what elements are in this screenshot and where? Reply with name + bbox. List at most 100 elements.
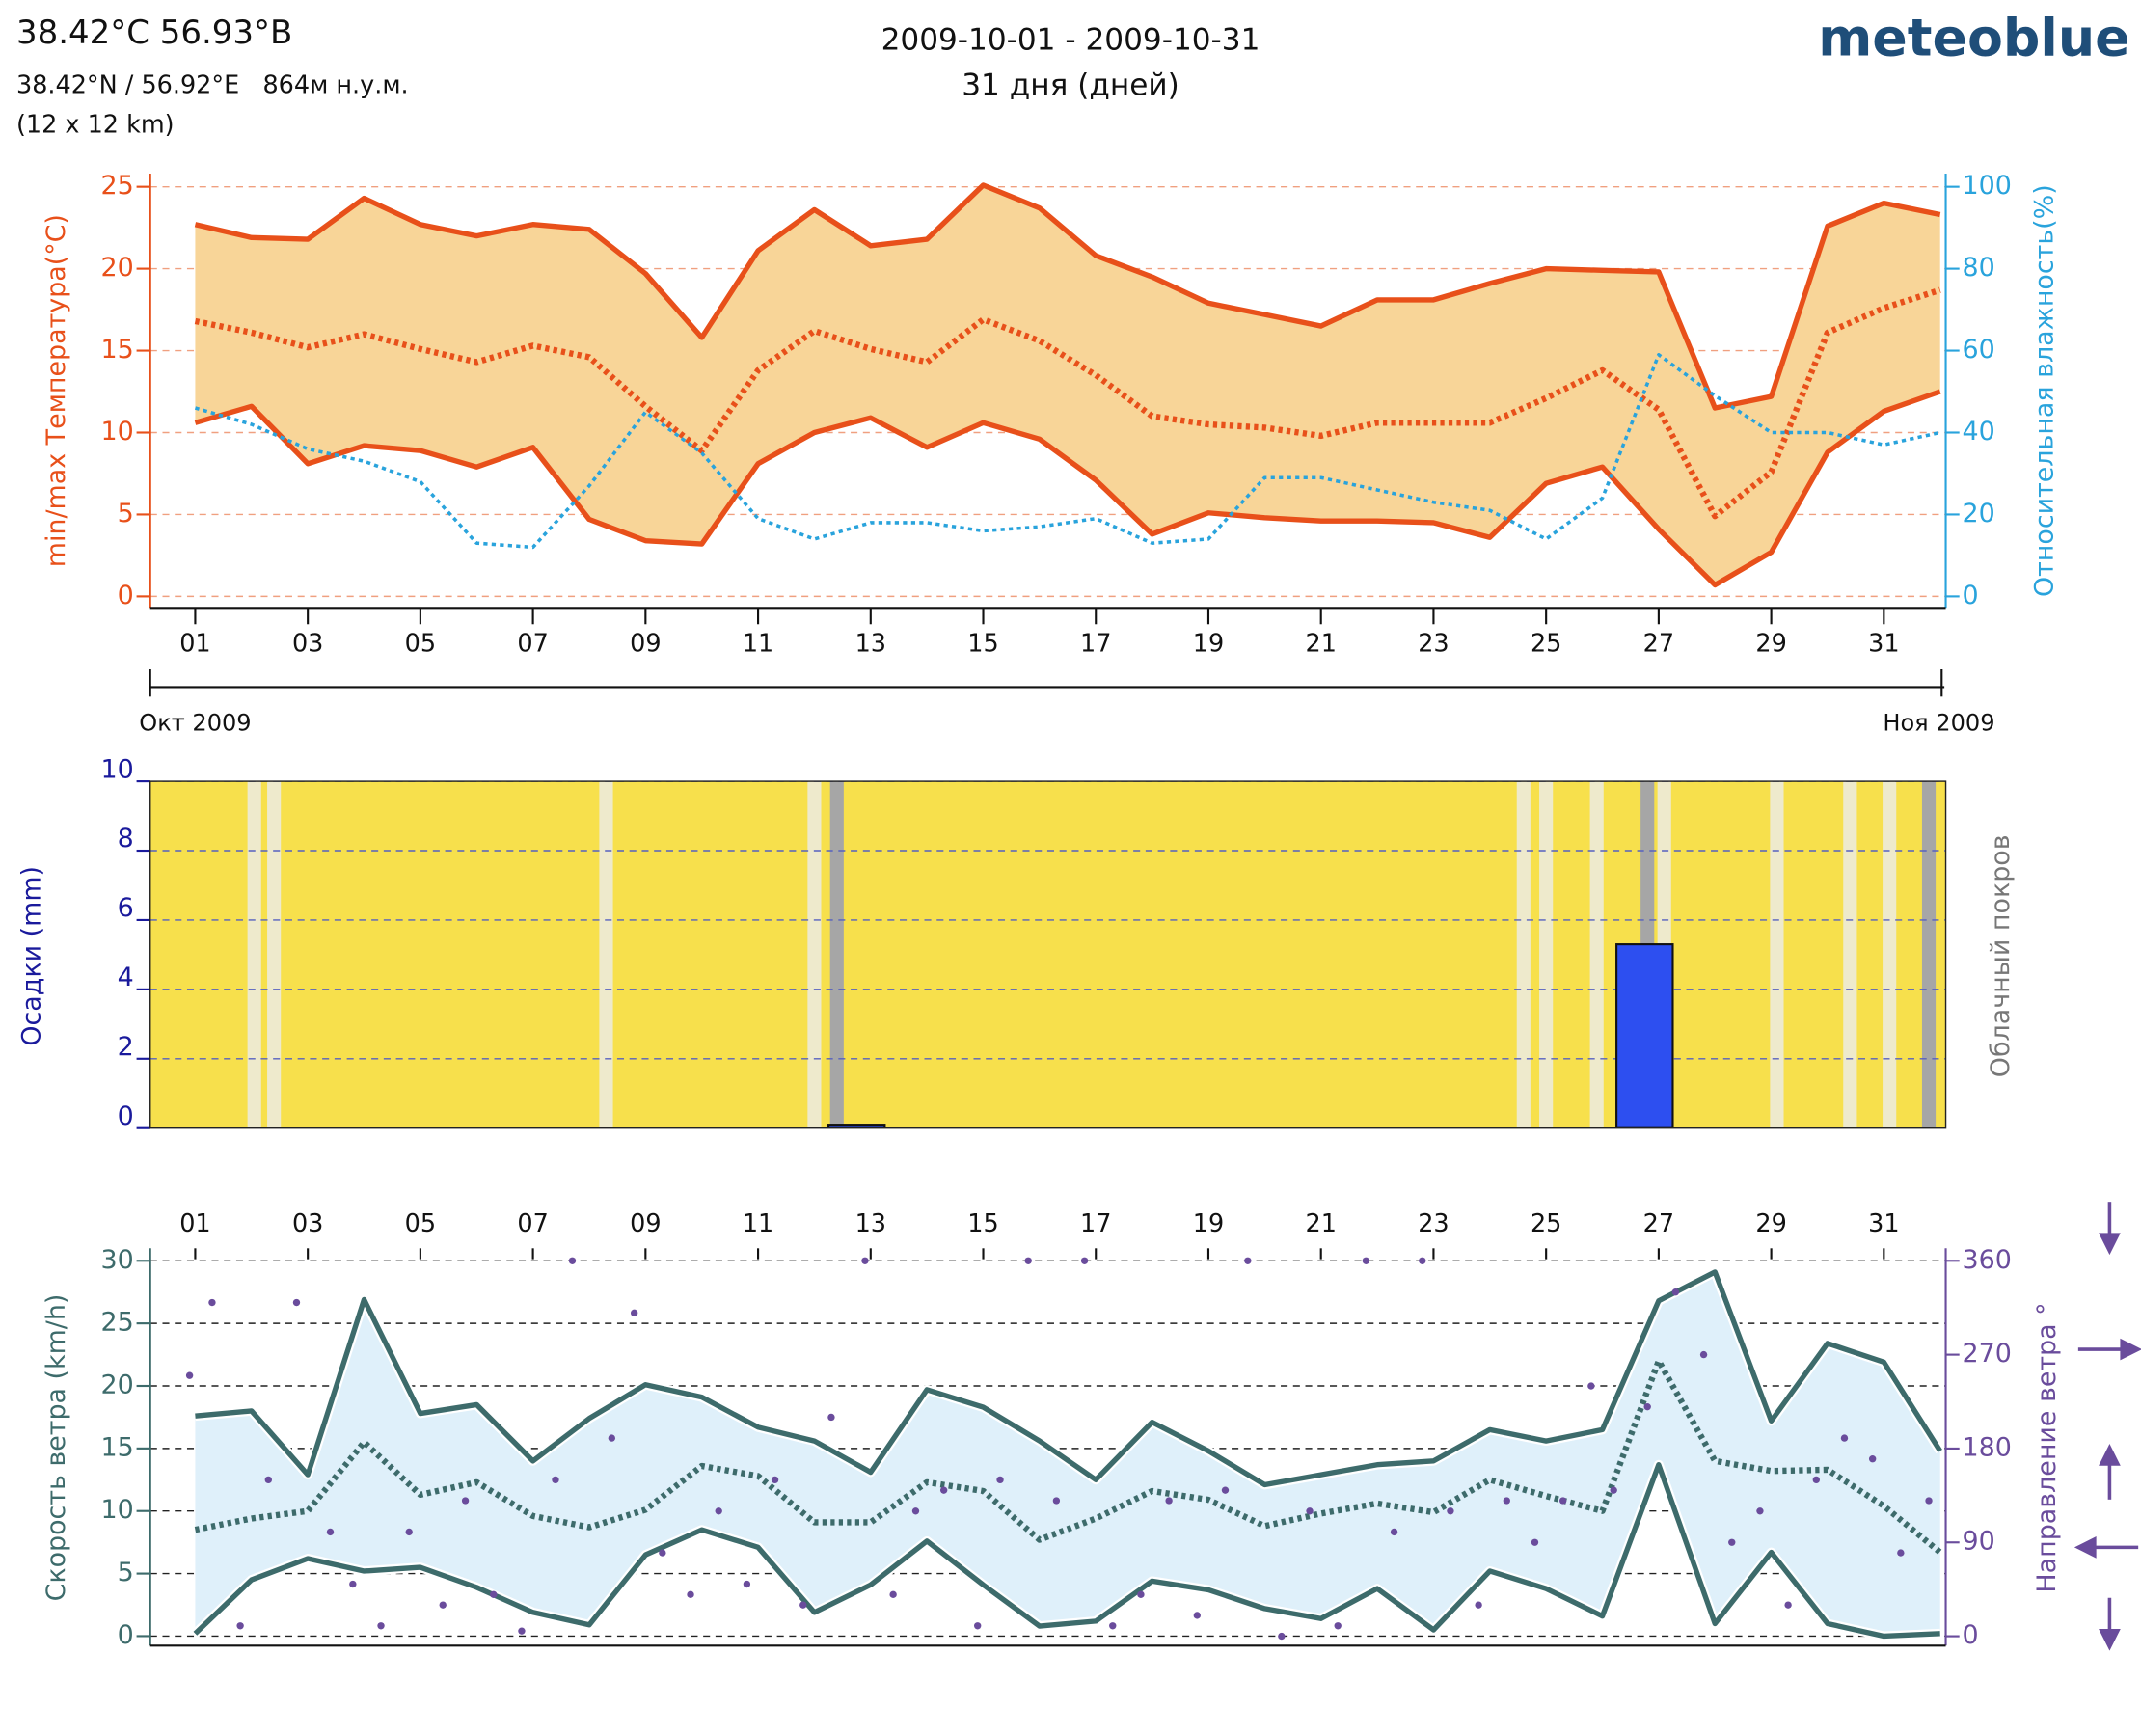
direction-point [377,1622,385,1630]
y2-tick-label: 360 [1963,1245,2012,1275]
y-axis-title: Скорость ветра (km/h) [41,1294,71,1602]
direction-point [1306,1507,1314,1515]
direction-point [185,1371,194,1379]
direction-point [1052,1497,1061,1505]
direction-point [1447,1507,1454,1515]
direction-point [1137,1590,1145,1599]
series-line [194,353,1941,550]
y-tick-label: 5 [118,1558,134,1587]
x-tick-label: 27 [1643,630,1674,659]
month-label: Окт 2009 [139,710,251,737]
x-tick-label: 31 [1868,1209,1899,1238]
direction-point [1390,1528,1398,1536]
cloud-stripe [829,781,844,1128]
y-tick-label: 30 [101,1245,134,1275]
direction-point [1728,1538,1736,1546]
y2-tick-label: 270 [1963,1339,2012,1369]
range-fill [195,1271,1940,1637]
y2-tick-label: 40 [1963,417,1995,447]
direction-point [659,1549,666,1557]
x-tick-label: 07 [517,630,548,659]
direction-point [1610,1486,1617,1494]
direction-point [1244,1257,1252,1264]
plot-area [149,1257,1946,1641]
x-tick-label: 27 [1643,1209,1674,1238]
x-tick-label: 19 [1193,1209,1224,1238]
x-tick-label: 23 [1418,630,1449,659]
direction-point [1840,1434,1849,1442]
direction-point [939,1486,948,1494]
y2-tick-label: 80 [1963,253,1995,283]
direction-point [1784,1601,1792,1609]
series-line [195,1269,1942,1488]
direction-point [326,1528,335,1536]
x-tick-label: 03 [292,1209,323,1238]
y-tick-label: 15 [101,1432,134,1462]
direction-point [292,1298,301,1307]
direction-point [461,1497,470,1505]
x-tick-label: 15 [967,630,998,659]
direction-point [1278,1632,1286,1641]
x-tick-label: 03 [292,630,323,659]
direction-point [1419,1257,1426,1264]
direction-point [687,1590,694,1599]
series-line [194,182,1941,411]
x-tick-label: 29 [1755,1209,1786,1238]
plot-area [149,781,1946,1128]
direction-point [1558,1497,1567,1505]
direction-point [630,1309,638,1317]
resolution: (12 x 12 km) [16,111,175,140]
direction-point [861,1257,869,1264]
y-tick-label: 10 [101,754,134,784]
direction-point [1080,1257,1089,1264]
y-tick-label: 6 [118,893,134,923]
x-tick-label: 21 [1305,1209,1336,1238]
cloud-stripe [1770,781,1784,1128]
direction-icons [2073,1202,2141,1651]
direction-point [405,1528,413,1536]
direction-point [1475,1601,1482,1609]
y-tick-label: 10 [101,1495,134,1525]
x-tick-label: 25 [1531,1209,1561,1238]
x-tick-label: 25 [1531,630,1561,659]
direction-point [1643,1402,1651,1411]
series-line [194,389,1941,588]
direction-point [1193,1612,1201,1619]
x-tick-label: 11 [743,630,773,659]
direction-point [490,1590,498,1599]
direction-point [349,1580,357,1588]
x-tick-label: 23 [1418,1209,1449,1238]
x-tick-label: 31 [1868,630,1899,659]
y2-axis-title: Относительная влажность(%) [2029,184,2059,597]
y-axis-title: Осадки (mm) [16,866,46,1046]
y2-tick-label: 90 [1963,1527,1995,1557]
direction-point [1024,1257,1032,1264]
direction-point [996,1476,1004,1484]
plot-frame [149,780,1947,1129]
x-tick-label: 19 [1193,630,1224,659]
x-tick-label: 01 [179,1209,210,1238]
direction-point [799,1601,807,1609]
y2-tick-label: 60 [1963,335,1995,365]
y-tick-label: 0 [118,1101,134,1131]
month-label: Ноя 2009 [1883,710,1994,737]
cloud-stripe [1589,781,1604,1128]
x-tick-label: 09 [630,630,661,659]
y-tick-label: 2 [118,1032,134,1062]
cloud-stripe [1843,781,1857,1128]
y-tick-label: 20 [101,253,134,283]
y-tick-label: 25 [101,171,134,201]
y2-tick-label: 0 [1963,581,1979,610]
y-tick-label: 25 [101,1308,134,1338]
x-tick-label: 21 [1305,630,1336,659]
cloud-stripe [1516,781,1531,1128]
y2-tick-label: 20 [1963,499,1995,529]
y-tick-label: 0 [118,581,134,610]
y-tick-label: 15 [101,335,134,365]
y-axis-title: min/max Температура(°C) [41,214,71,567]
cloud-stripe [599,781,613,1128]
direction-point [827,1413,835,1422]
cloud-stripe [267,781,282,1128]
